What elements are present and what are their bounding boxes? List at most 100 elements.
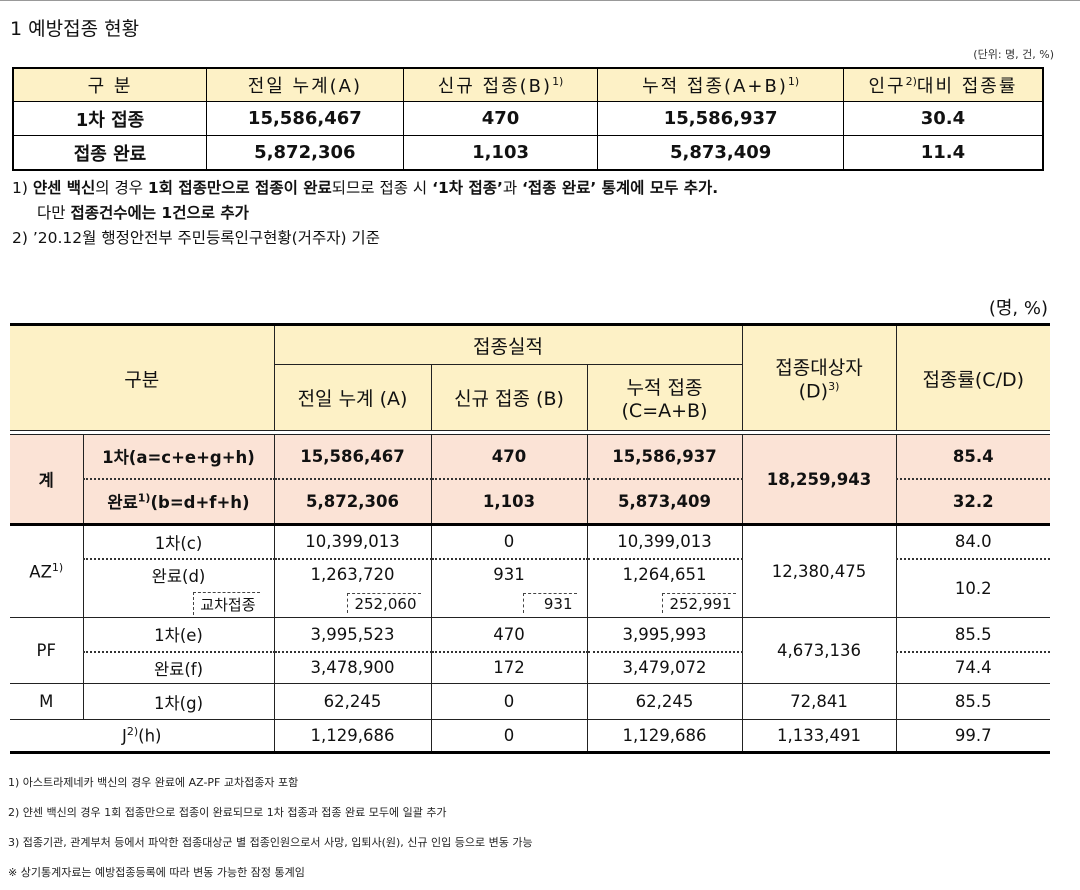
pf-row-complete: 완료(f) 3,478,900 172 3,479,072 74.4 [10,651,1050,684]
pf-target: 4,673,136 [742,617,897,684]
detail-table: 구분 접종실적 접종대상자 (D)3) 접종률(C/D) 전일 누계 (A) 신규… [10,323,1050,754]
cell: 931 [431,589,588,618]
summary-cell: 1차 접종 [12,101,207,136]
cell: 10,399,013 [587,524,743,560]
header-new: 신규 접종 (B) [431,364,588,431]
cell: 3,479,072 [587,651,743,684]
cell: 252,991 [587,589,743,618]
pf-row-first: PF 1차(e) 3,995,523 470 3,995,993 4,673,1… [10,617,1050,684]
cell: 74.4 [896,651,1050,684]
summary-header-group: 구 분 [12,67,207,102]
az-row-first: AZ1) 1차(c) 10,399,013 0 10,399,013 12,38… [10,524,1050,618]
header-target: 접종대상자 (D)3) [742,324,897,431]
cell: 1,129,686 [274,719,432,753]
cell: 931 [431,558,588,590]
bottom-note-1: 1) 아스트라제네카 백신의 경우 완료에 AZ-PF 교차접종자 포함 [8,776,299,789]
summary-cell: 15,586,937 [597,101,844,136]
az-label: AZ1) [10,524,84,618]
detail-header-row-2: 전일 누계 (A) 신규 접종 (B) 누적 접종 (C=A+B) [10,364,1050,431]
az-row-complete: 완료(d) 1,263,720 931 1,264,651 10.2 [10,558,1050,618]
section-title: 1 예방접종 현황 [10,18,140,40]
m-label: M [10,683,84,720]
header-performance: 접종실적 [274,324,743,365]
summary-cell: 11.4 [842,135,1044,171]
header-group: 구분 [10,324,275,431]
total-first-label: 1차(a=c+e+g+h) [83,434,275,480]
cell: 0 [431,719,588,753]
m-row: M 1차(g) 62,245 0 62,245 72,841 85.5 [10,683,1050,720]
cell: 0 [431,524,588,560]
summary-row-first-dose: 1차 접종 15,586,467 470 15,586,937 30.4 [12,101,1044,136]
cell: 252,060 [274,589,432,618]
cell: 32.2 [896,478,1050,526]
row-label: 1차(c) [83,524,275,560]
cell: 84.0 [896,524,1050,560]
j-label: J2)(h) [10,719,275,753]
cell: 85.5 [896,683,1050,720]
unit-label-large: (명, %) [988,298,1048,319]
bottom-note-4: ※ 상기통계자료는 예방접종등록에 따라 변동 가능한 잠정 통계임 [8,866,305,879]
total-row-first: 계 1차(a=c+e+g+h) 15,586,467 470 15,586,93… [10,434,1050,526]
cell: 85.4 [896,434,1050,480]
cell: 15,586,937 [587,434,743,480]
row-label: 완료(d) [83,558,275,590]
total-row-complete: 완료1)(b=d+f+h) 5,872,306 1,103 5,873,409 … [10,478,1050,526]
cross-label: 교차접종 [83,589,275,618]
summary-header-row: 구 분 전일 누계(A) 신규 접종(B)1) 누적 접종(A+B)1) 인구2… [12,67,1044,102]
bottom-note-3: 3) 접종기관, 관계부처 등에서 파악한 접종대상군 별 접종인원으로서 사망… [8,836,533,849]
top-note-1: 1) 얀센 백신의 경우 1회 접종만으로 접종이 완료되므로 접종 시 ‘1차… [12,179,719,197]
cell: 1,133,491 [742,719,897,753]
header-cum: 누적 접종 (C=A+B) [587,364,743,431]
summary-row-complete: 접종 완료 5,872,306 1,103 5,873,409 11.4 [12,135,1044,171]
cell: 99.7 [954,726,992,745]
detail-header-row-1: 구분 접종실적 접종대상자 (D)3) 접종률(C/D) [10,324,1050,431]
row-label: 1차(g) [83,683,275,720]
header-rate: 접종률(C/D) [896,324,1050,431]
cell: 1,103 [431,478,588,526]
cell: 1,263,720 [274,558,432,590]
header-prev: 전일 누계 (A) [274,364,432,431]
cell: 1,129,686 [587,719,743,753]
cell: 0 [431,683,588,720]
cell: 5,873,409 [587,478,743,526]
row-label: 1차(e) [83,617,275,653]
summary-cell: 15,586,467 [205,101,404,136]
cell: 85.5 [896,617,1050,653]
cell: 15,586,467 [274,434,432,480]
summary-cell: 30.4 [842,101,1044,136]
cell: 62,245 [274,683,432,720]
summary-cell: 470 [402,101,599,136]
cell: 470 [431,434,588,480]
top-rule [0,0,1080,1]
bottom-note-2: 2) 얀센 백신의 경우 1회 접종만으로 접종이 완료되므로 1차 접종과 접… [8,806,447,819]
summary-table: 구 분 전일 누계(A) 신규 접종(B)1) 누적 접종(A+B)1) 인구2… [12,67,1044,171]
cell: 10,399,013 [274,524,432,560]
j-row: J2)(h) 1,129,686 0 1,129,686 1,133,491 9… [10,719,1050,753]
az-target: 12,380,475 [742,524,897,618]
total-target: 18,259,943 [742,434,897,526]
total-complete-label: 완료1)(b=d+f+h) [83,478,275,526]
cell: 72,841 [742,683,897,720]
cell: 3,995,523 [274,617,432,653]
cell: 10.2 [896,558,1050,618]
cell: 3,478,900 [274,651,432,684]
total-label: 계 [10,434,84,526]
top-note-2: 2) ’20.12월 행정안전부 주민등록인구현황(거주자) 기준 [12,229,380,247]
cell: 5,872,306 [274,478,432,526]
unit-label-small: (단위: 명, 건, %) [973,48,1054,61]
summary-cell: 5,872,306 [205,135,404,171]
pf-label: PF [10,617,84,684]
top-notes: 1) 얀센 백신의 경우 1회 접종만으로 접종이 완료되므로 접종 시 ‘1차… [12,176,718,251]
top-note-1-line2: 다만 접종건수에는 1건으로 추가 [37,204,249,222]
summary-cell: 5,873,409 [597,135,844,171]
cell: 470 [431,617,588,653]
summary-header-prev: 전일 누계(A) [205,67,404,102]
summary-header-rate: 인구2)대비 접종률 [842,67,1044,102]
summary-header-new: 신규 접종(B)1) [402,67,599,102]
cell: 1,264,651 [587,558,743,590]
summary-cell: 1,103 [402,135,599,171]
az-row-cross: 교차접종 252,060 931 252,991 [10,589,1050,618]
cell: 172 [431,651,588,684]
summary-header-cum: 누적 접종(A+B)1) [597,67,844,102]
row-label: 완료(f) [83,651,275,684]
